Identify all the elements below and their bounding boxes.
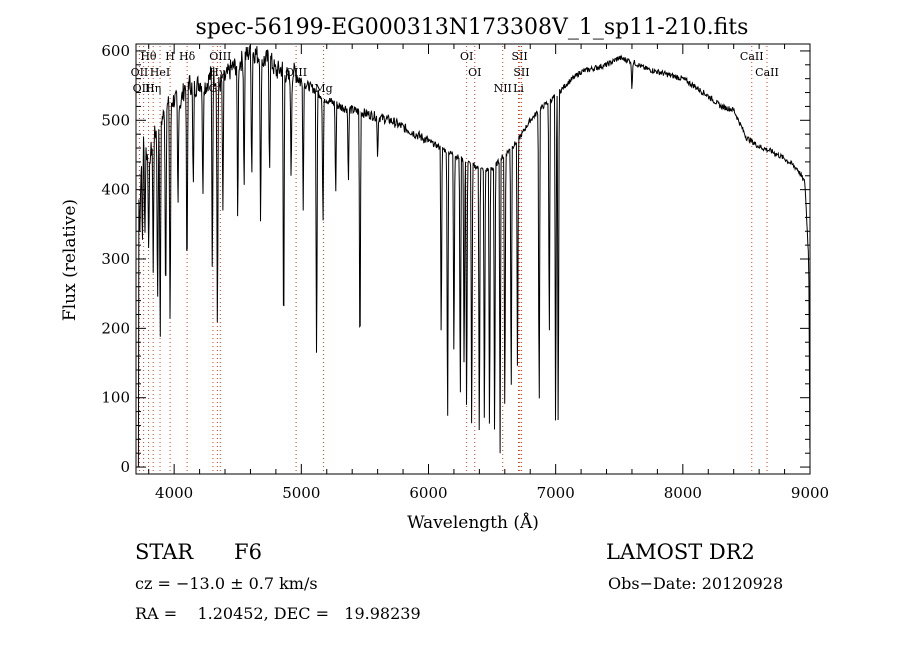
line-marker-label: Hδ <box>179 50 196 63</box>
redshift-velocity: cz = −13.0 ± 0.7 km/s <box>135 574 318 593</box>
line-markers: HθOIIOIIIHHeIHηHδHγGOIIIOIIIMgOIOINIISII… <box>131 46 779 474</box>
axes: 4000 5000 6000 7000 8000 9000 0 100 200 300 400 500… <box>101 42 829 502</box>
line-marker-label: OII <box>131 66 149 79</box>
x-tick-label: 6000 <box>409 484 447 502</box>
line-marker-label: HeI <box>150 66 170 79</box>
x-tick-label: 4000 <box>155 484 193 502</box>
y-axis-label: Flux (relative) <box>60 199 80 321</box>
y-tick-label: 100 <box>101 389 130 407</box>
y-tick-label: 200 <box>101 319 130 337</box>
spectrum-line <box>137 45 811 468</box>
line-marker-label: CaII <box>755 66 779 79</box>
subclass: F6 <box>234 540 262 564</box>
line-marker-label: OI <box>468 66 481 79</box>
line-marker-label: CaII <box>740 50 764 63</box>
y-tick-label: 400 <box>101 181 130 199</box>
line-marker-label: H <box>165 50 175 63</box>
line-marker-label: NII <box>494 82 512 95</box>
chart-title: spec-56199-EG000313N173308V_1_sp11-210.f… <box>196 15 749 40</box>
x-tick-label: 9000 <box>791 484 829 502</box>
line-marker-label: Hη <box>145 82 161 95</box>
y-tick-label: 600 <box>101 42 130 60</box>
line-marker-label: OI <box>460 50 473 63</box>
line-marker-label: G <box>209 82 218 95</box>
line-marker-label: Hθ <box>140 50 157 63</box>
survey-name: LAMOST DR2 <box>606 540 755 564</box>
obs-date: Obs−Date: 20120928 <box>608 574 784 593</box>
line-marker-label: OIII <box>209 50 231 63</box>
line-marker-label: SII <box>513 66 529 79</box>
line-marker-label: SII <box>512 50 528 63</box>
coordinates: RA = 1.20452, DEC = 19.98239 <box>135 604 421 623</box>
x-axis-label: Wavelength (Å) <box>407 512 539 533</box>
y-tick-label: 0 <box>120 458 130 476</box>
line-marker-label: Li <box>513 82 524 95</box>
x-tick-label: 7000 <box>537 484 575 502</box>
line-marker-label: Mg <box>314 82 332 95</box>
object-type: STAR <box>135 540 194 564</box>
y-tick-label: 500 <box>101 111 130 129</box>
x-tick-label: 5000 <box>282 484 320 502</box>
line-marker-label: OIII <box>133 82 155 95</box>
y-tick-label: 300 <box>101 250 130 268</box>
x-tick-label: 8000 <box>664 484 702 502</box>
